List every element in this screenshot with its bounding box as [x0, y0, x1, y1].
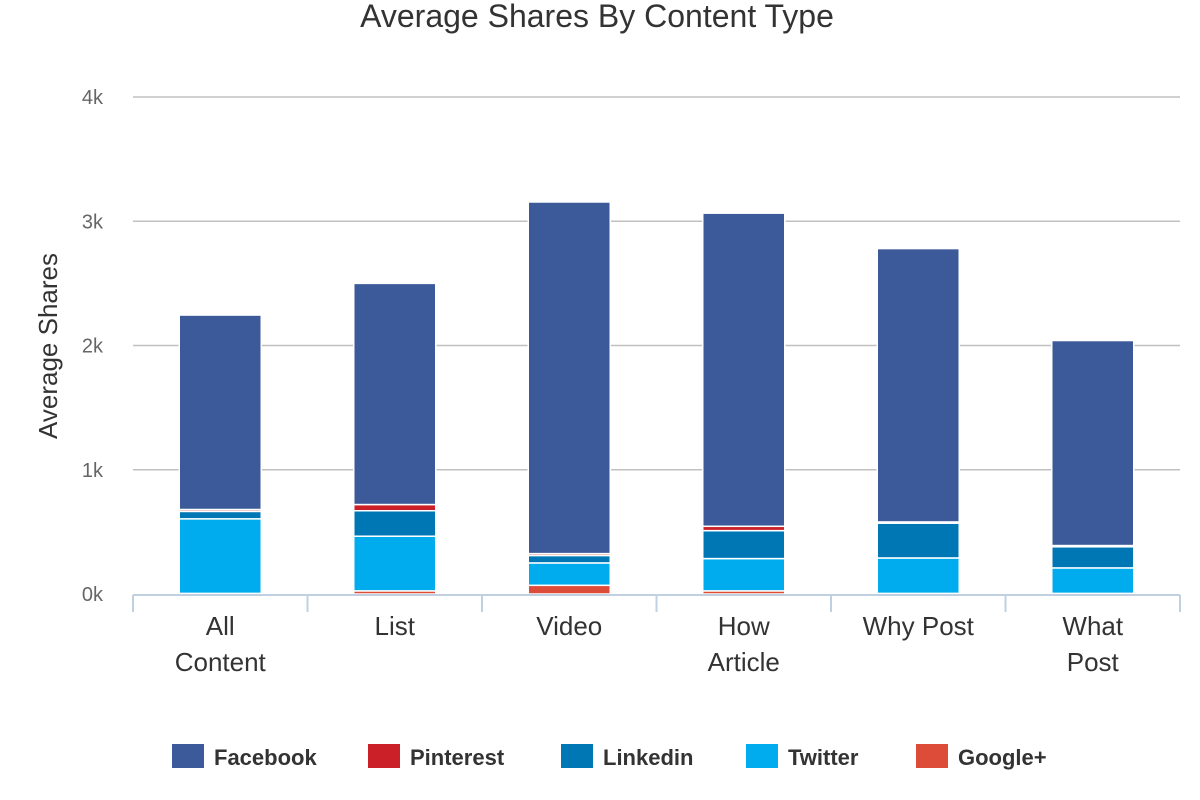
y-tick-label: 4k	[82, 87, 104, 109]
x-tick-label: All Content	[175, 611, 267, 677]
legend-swatch	[916, 744, 948, 768]
x-tick-label-line: All	[206, 611, 235, 641]
legend-swatch	[172, 744, 204, 768]
x-tick-label-line: How	[718, 611, 770, 641]
x-tick-label: How Article	[708, 611, 780, 677]
bar-stack[interactable]	[1051, 339, 1135, 595]
x-tick-label-line: Video	[536, 611, 602, 641]
bar-stack[interactable]	[353, 282, 437, 595]
legend-swatch	[561, 744, 593, 768]
bar-segment-linkedin[interactable]	[527, 554, 611, 564]
bars	[178, 201, 1135, 595]
x-tick-label-line: Article	[708, 647, 780, 677]
bar-segment-pinterest[interactable]	[353, 503, 437, 512]
bar-segment-facebook[interactable]	[527, 201, 611, 555]
x-tick-label-line: Why Post	[863, 611, 975, 641]
x-axis-ticks: All Content List Video How Article Why Post Wha…	[175, 611, 1124, 677]
bar-segment-twitter[interactable]	[1051, 567, 1135, 595]
bar-segment-linkedin[interactable]	[353, 510, 437, 537]
legend-item[interactable]: Google+	[916, 744, 1047, 770]
bar-segment-linkedin[interactable]	[178, 510, 262, 520]
x-tick-label-line: Post	[1067, 647, 1120, 677]
bar-segment-linkedin[interactable]	[702, 529, 786, 560]
x-tick-label-line: Content	[175, 647, 267, 677]
legend-label: Linkedin	[603, 745, 693, 770]
bar-segment-twitter[interactable]	[353, 535, 437, 592]
bar-stack[interactable]	[178, 314, 262, 595]
legend-swatch	[368, 744, 400, 768]
bar-segment-google[interactable]	[527, 584, 611, 595]
legend[interactable]: Facebook Pinterest Linkedin Twitter Google+	[172, 744, 1047, 770]
bar-stack[interactable]	[876, 247, 960, 595]
x-tick-label: List	[375, 611, 416, 641]
x-tick-label-line: List	[375, 611, 416, 641]
y-tick-label: 3k	[82, 211, 104, 233]
bar-segment-twitter[interactable]	[702, 557, 786, 592]
x-tick-label: What Post	[1062, 611, 1123, 677]
y-tick-label: 0k	[82, 584, 104, 606]
legend-item[interactable]: Facebook	[172, 744, 317, 770]
bar-segment-twitter[interactable]	[527, 562, 611, 587]
bar-stack[interactable]	[527, 201, 611, 595]
bar-segment-facebook[interactable]	[1051, 339, 1135, 547]
bar-segment-facebook[interactable]	[178, 314, 262, 511]
x-tick-label-line: What	[1062, 611, 1123, 641]
x-tick-label: Why Post	[863, 611, 975, 641]
legend-item[interactable]: Pinterest	[368, 744, 505, 770]
bar-segment-facebook[interactable]	[876, 247, 960, 523]
legend-label: Twitter	[788, 745, 859, 770]
bar-segment-facebook[interactable]	[702, 212, 786, 528]
y-tick-label: 2k	[82, 336, 104, 358]
legend-item[interactable]: Linkedin	[561, 744, 693, 770]
bar-segment-twitter[interactable]	[876, 557, 960, 595]
gridlines	[133, 96, 1180, 471]
bar-stack[interactable]	[702, 212, 786, 595]
bar-segment-linkedin[interactable]	[876, 522, 960, 559]
bar-segment-facebook[interactable]	[353, 282, 437, 506]
x-axis	[132, 594, 1181, 612]
x-tick-label: Video	[536, 611, 602, 641]
legend-label: Google+	[958, 745, 1047, 770]
chart-title: Average Shares By Content Type	[360, 0, 834, 34]
bar-segment-linkedin[interactable]	[1051, 546, 1135, 569]
legend-label: Pinterest	[410, 745, 505, 770]
legend-item[interactable]: Twitter	[746, 744, 859, 770]
legend-label: Facebook	[214, 745, 317, 770]
bar-segment-twitter[interactable]	[178, 518, 262, 595]
y-axis-label: Average Shares	[33, 253, 63, 439]
y-axis-ticks: 0k 1k 2k 3k 4k	[82, 87, 104, 606]
y-tick-label: 1k	[82, 460, 104, 482]
legend-swatch	[746, 744, 778, 768]
